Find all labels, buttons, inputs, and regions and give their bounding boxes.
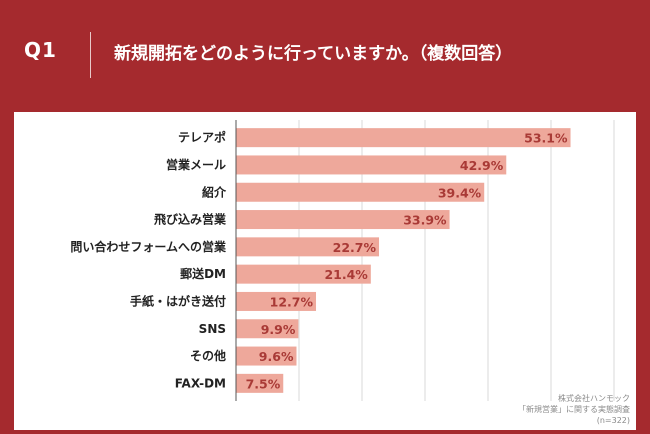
- category-label: 手紙・はがき送付: [130, 293, 226, 308]
- value-label: 53.1%: [524, 131, 568, 146]
- source-survey: 「新規営業」に関する実態調査: [518, 405, 630, 414]
- chart-panel: テレアポ 53.1% 営業メール 42.9% 紹介 39.4% 飛び込み営業 33.9% 問い合…: [14, 112, 636, 430]
- bar: [236, 155, 507, 175]
- category-label: 紹介: [202, 184, 227, 199]
- category-label: 営業メール: [166, 157, 226, 172]
- header: Q1 新規開拓をどのように行っていますか。（複数回答）: [0, 0, 650, 110]
- value-label: 42.9%: [460, 158, 504, 173]
- category-label: テレアポ: [178, 130, 226, 145]
- question-number: Q1: [24, 38, 57, 62]
- bar: [236, 264, 371, 284]
- category-label: 問い合わせフォームへの営業: [70, 239, 227, 254]
- bar-chart: テレアポ 53.1% 営業メール 42.9% 紹介 39.4% 飛び込み営業 33.9% 問い合…: [70, 120, 615, 401]
- value-label: 7.5%: [246, 376, 281, 391]
- value-label: 39.4%: [438, 185, 482, 200]
- value-label: 21.4%: [324, 267, 368, 282]
- bar: [236, 182, 485, 202]
- bar: [236, 128, 571, 148]
- bar: [236, 346, 297, 366]
- value-label: 9.9%: [261, 322, 296, 337]
- bar: [236, 373, 284, 393]
- source-note: 株式会社ハンモック 「新規営業」に関する実態調査 (n=322): [518, 393, 630, 426]
- bar: [236, 319, 299, 339]
- category-label: 郵送DM: [180, 266, 226, 281]
- category-label: FAX-DM: [175, 376, 226, 390]
- source-sample-size: (n=322): [596, 416, 630, 425]
- value-label: 33.9%: [403, 213, 447, 228]
- bar: [236, 237, 380, 257]
- value-label: 22.7%: [333, 240, 377, 255]
- value-label: 9.6%: [259, 349, 294, 364]
- header-divider: [90, 32, 91, 78]
- category-label: 飛び込み営業: [153, 212, 227, 227]
- bar: [236, 210, 450, 230]
- category-label: その他: [190, 348, 226, 363]
- bar: [236, 291, 317, 311]
- category-label: SNS: [199, 322, 226, 336]
- value-label: 12.7%: [270, 294, 314, 309]
- source-company: 株式会社ハンモック: [558, 394, 630, 403]
- question-title: 新規開拓をどのように行っていますか。（複数回答）: [114, 44, 513, 64]
